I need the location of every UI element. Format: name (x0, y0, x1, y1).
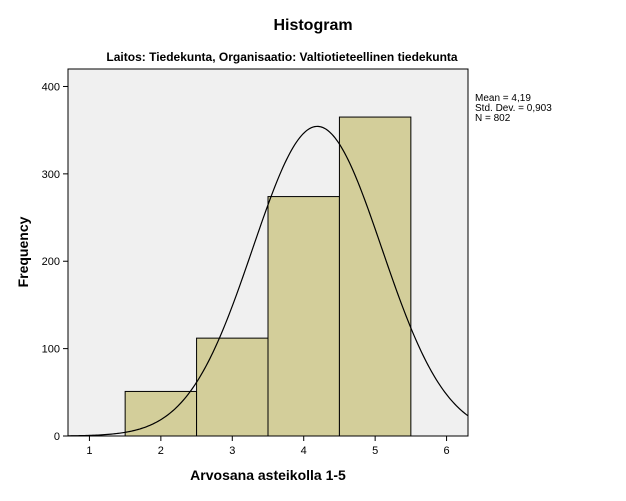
bars-group (124, 116, 412, 437)
stats-std-dev: Std. Dev. = 0,903 (475, 103, 552, 114)
x-tick-label: 4 (301, 445, 307, 457)
stats-mean: Mean = 4,19 (475, 93, 531, 104)
x-tick-label: 6 (444, 445, 450, 457)
x-tick-label: 2 (158, 445, 164, 457)
y-tick-label: 400 (42, 81, 60, 93)
y-tick-label: 300 (42, 169, 60, 181)
stats-n: N = 802 (475, 113, 511, 124)
y-tick-label: 0 (54, 431, 60, 443)
x-tick-label: 3 (229, 445, 235, 457)
histogram-bar-4 (338, 116, 412, 437)
y-axis-label: Frequency (15, 216, 31, 287)
histogram-bar-1 (124, 390, 198, 437)
x-tick-label: 1 (86, 445, 92, 457)
x-tick-label: 5 (372, 445, 378, 457)
y-tick-label: 100 (42, 344, 60, 356)
y-tick-label: 200 (42, 256, 60, 268)
chart-title: Histogram (273, 17, 352, 34)
normal-curve (67, 125, 469, 437)
histogram-bar-3 (267, 196, 340, 437)
histogram-bar-2 (196, 337, 269, 437)
x-axis-ticks: 1 2 3 4 5 6 (86, 436, 450, 457)
x-axis-label: Arvosana asteikolla 1-5 (190, 467, 346, 483)
y-axis-ticks: 0 100 200 300 400 (42, 81, 68, 443)
chart-subtitle: Laitos: Tiedekunta, Organisaatio: Valtio… (106, 50, 458, 64)
